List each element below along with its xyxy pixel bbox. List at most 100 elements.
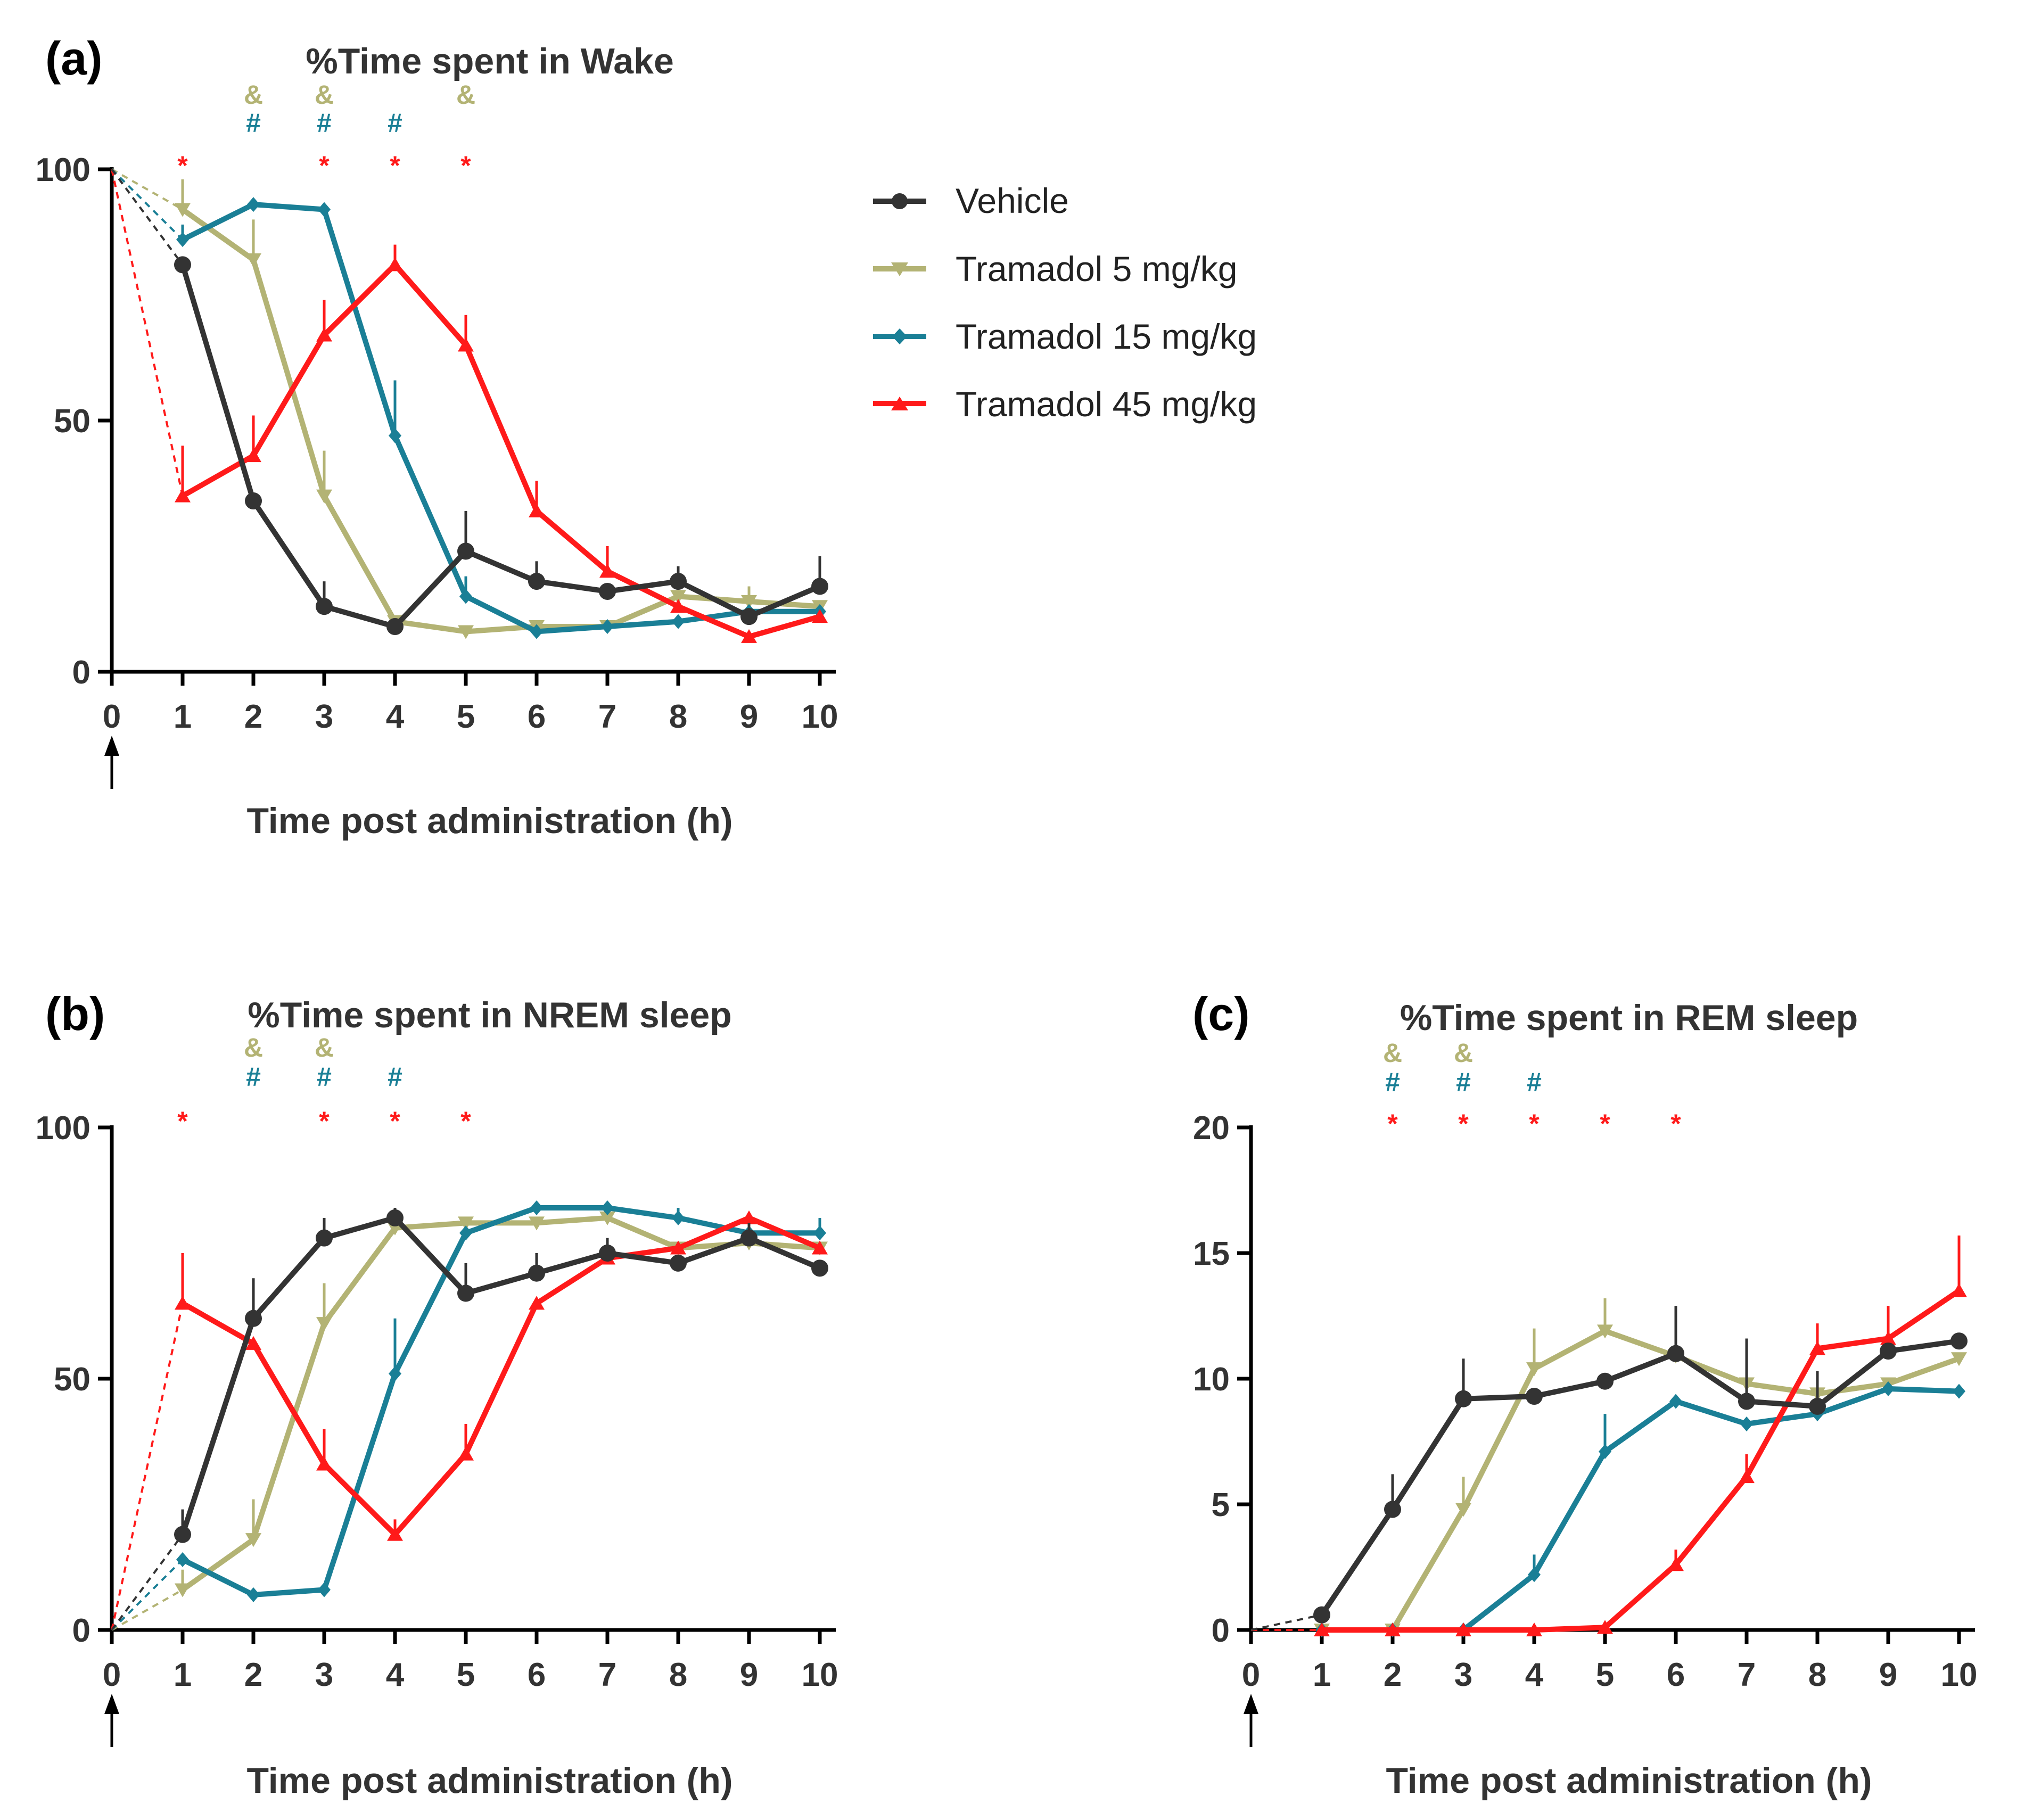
significance-mark: & (456, 80, 475, 110)
baseline-connector (111, 1303, 184, 1630)
x-tick-label: 1 (174, 1657, 192, 1693)
data-point (1809, 1397, 1826, 1415)
panel-b-nrem: (b) %Time spent in NREM sleep Time post … (36, 987, 838, 1801)
x-tick-label: 0 (103, 1657, 121, 1693)
series-vehicle (1250, 1306, 1968, 1631)
data-point (670, 1240, 686, 1255)
data-point (741, 595, 757, 609)
panel-letter: (c) (1192, 987, 1250, 1040)
significance-mark: # (246, 1062, 261, 1092)
data-point (316, 489, 332, 504)
series-line (181, 1215, 820, 1592)
data-point (1596, 1372, 1614, 1390)
data-point (672, 614, 685, 629)
data-point (1882, 1381, 1895, 1396)
data-point (670, 573, 687, 590)
series-tramadol-15-mg-kg (1251, 1381, 1965, 1637)
significance-mark: * (460, 151, 471, 180)
data-point (1740, 1416, 1753, 1431)
panel-c-rem: (c) %Time spent in REM sleep Time post a… (1192, 987, 1977, 1801)
data-point (458, 1446, 474, 1461)
data-point (245, 1336, 261, 1350)
significance-mark: & (244, 80, 263, 110)
x-tick-label: 8 (669, 1657, 687, 1693)
data-point (1669, 1394, 1682, 1409)
baseline-connector (111, 169, 184, 497)
x-tick-label: 5 (457, 698, 475, 735)
data-point (176, 232, 189, 248)
x-tick-label: 1 (1313, 1657, 1331, 1693)
data-point (528, 1264, 545, 1282)
x-tick-label: 10 (1941, 1657, 1978, 1693)
data-point (670, 1254, 687, 1272)
series-line (1319, 1338, 1960, 1617)
x-tick-label: 4 (386, 1657, 405, 1693)
series-line (180, 263, 821, 630)
baseline-connector (111, 1534, 184, 1631)
significance-mark: & (315, 80, 334, 110)
data-point (599, 1211, 615, 1225)
data-point (599, 564, 615, 578)
significance-mark: # (317, 108, 332, 138)
data-point (386, 1209, 404, 1226)
data-point (1455, 1503, 1471, 1517)
x-tick-label: 8 (1808, 1657, 1826, 1693)
x-tick-label: 0 (1242, 1657, 1260, 1693)
significance-mark: * (177, 151, 188, 180)
data-point (528, 573, 545, 590)
y-tick-label: 50 (54, 403, 90, 440)
significance-mark: & (315, 1033, 334, 1063)
x-axis-label: Time post administration (h) (1386, 1760, 1872, 1801)
data-point (1384, 1501, 1401, 1518)
data-point (530, 1200, 543, 1216)
legend: Vehicle Tramadol 5 mg/kg Tramadol 15 mg/… (873, 181, 1257, 424)
series-tramadol-5-mg-kg (1251, 1298, 1967, 1637)
x-tick-label: 7 (598, 698, 616, 735)
y-tick-label: 0 (72, 654, 90, 691)
data-point (458, 337, 474, 352)
x-tick-label: 10 (802, 698, 838, 735)
series-vehicle (111, 168, 828, 636)
legend-entry-tramadol-15: Tramadol 15 mg/kg (873, 317, 1257, 356)
legend-marker-triangle-down (891, 262, 908, 276)
legend-entry-tramadol-5: Tramadol 5 mg/kg (873, 249, 1237, 289)
data-point (1599, 1444, 1611, 1459)
significance-mark: * (1670, 1109, 1681, 1139)
data-point (1809, 1341, 1825, 1355)
data-point (245, 253, 261, 267)
data-point (175, 1296, 191, 1310)
series-line (181, 1205, 820, 1597)
significance-mark: # (1385, 1067, 1400, 1097)
baseline-connector (111, 168, 183, 211)
data-point (175, 1583, 191, 1597)
panel-letter: (a) (45, 32, 103, 85)
data-point (1597, 1620, 1613, 1634)
series-line (1322, 1288, 1961, 1633)
series-vehicle (111, 1208, 828, 1631)
data-point (1455, 1623, 1471, 1636)
series-tramadol-15-mg-kg (111, 168, 826, 639)
x-tick-label: 7 (1738, 1657, 1756, 1693)
administration-arrow-head (104, 1694, 119, 1714)
data-point (1385, 1623, 1401, 1636)
data-point (1313, 1606, 1330, 1624)
data-point (458, 625, 474, 639)
significance-mark: * (319, 151, 330, 180)
data-point (387, 257, 403, 271)
y-tick-label: 0 (72, 1612, 90, 1649)
administration-arrow-head (104, 736, 119, 756)
x-tick-label: 3 (315, 698, 333, 735)
data-point (1738, 1393, 1755, 1410)
x-tick-label: 6 (528, 698, 546, 735)
x-tick-label: 2 (244, 1657, 262, 1693)
series-tramadol-15-mg-kg (111, 1200, 826, 1631)
x-axis-label: Time post administration (h) (246, 1760, 732, 1801)
data-point (316, 598, 333, 615)
significance-mark: * (390, 151, 400, 180)
panel-title: %Time spent in NREM sleep (248, 995, 731, 1035)
data-point (459, 1225, 472, 1241)
series-tramadol-45-mg-kg (1251, 1235, 1967, 1636)
panel-title: %Time spent in REM sleep (1400, 998, 1858, 1038)
x-tick-label: 9 (1879, 1657, 1897, 1693)
data-point (1880, 1331, 1896, 1345)
